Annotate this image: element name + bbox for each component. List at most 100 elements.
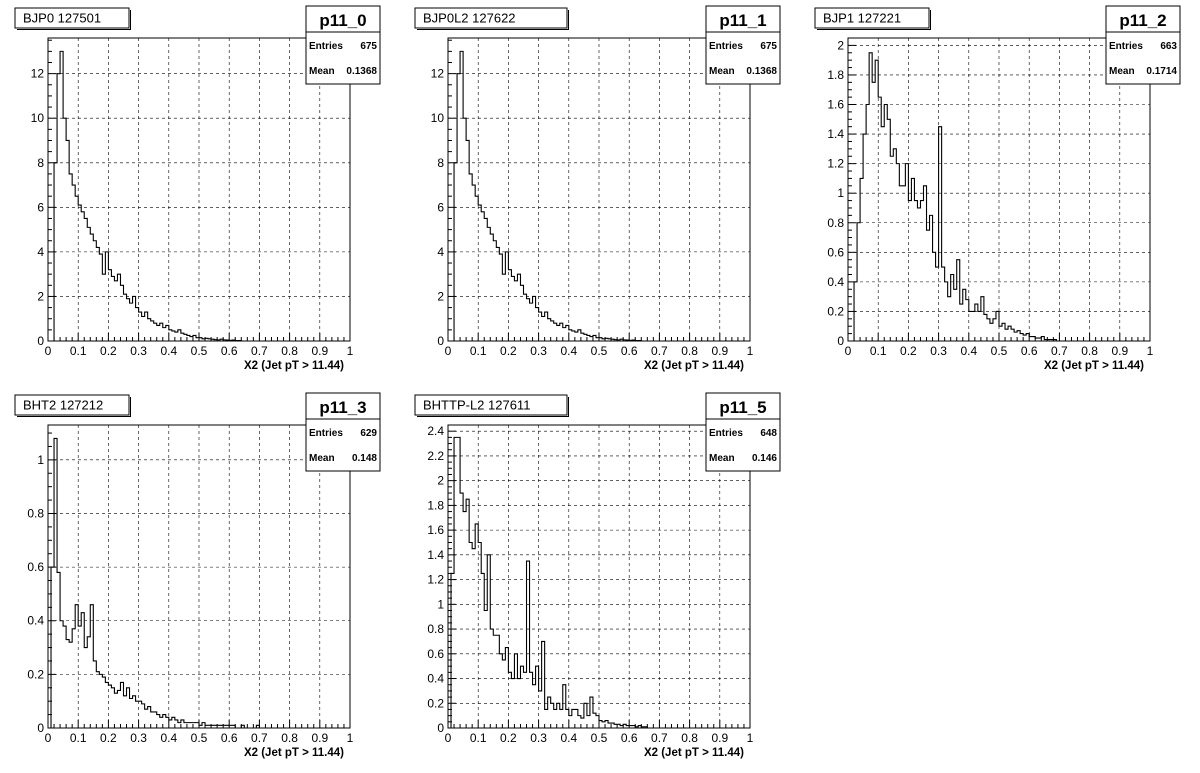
x-tick-label: 0.8 [681,344,698,358]
y-tick-label: 0.6 [827,245,844,259]
stats-value: 629 [360,428,377,439]
x-tick-label: 0.4 [960,344,977,358]
x-tick-label: 0.6 [221,344,238,358]
y-tick-label: 0 [437,721,444,735]
y-tick-label: 1 [837,186,844,200]
y-tick-label: 0 [437,334,444,348]
y-tick-label: 1.4 [827,127,844,141]
x-tick-label: 1 [747,731,754,745]
y-tick-label: 6 [37,200,44,214]
x-axis-label: X2 (Jet pT > 11.44) [644,747,744,759]
y-tick-label: 2.4 [427,424,444,438]
x-tick-label: 0.3 [530,344,547,358]
x-tick-label: 0.1 [870,344,887,358]
x-tick-label: 0.6 [621,344,638,358]
y-tick-label: 8 [437,156,444,170]
y-tick-label: 1 [437,597,444,611]
x-tick-label: 0.8 [681,731,698,745]
stats-value: 0.148 [352,453,377,464]
stats-value: 675 [360,41,377,52]
stats-label: Entries [709,41,743,52]
x-tick-label: 1 [347,731,354,745]
x-axis-label: X2 (Jet pT > 11.44) [1044,360,1144,372]
stats-label: Mean [309,66,335,77]
y-tick-label: 2 [37,289,44,303]
x-tick-label: 0.3 [130,731,147,745]
stats-name: p11_3 [319,398,366,417]
stats-box [705,392,781,472]
stats-name: p11_5 [719,398,766,417]
x-tick-label: 0.1 [470,731,487,745]
x-tick-label: 0.5 [591,731,608,745]
x-axis-label: X2 (Jet pT > 11.44) [644,360,744,372]
histogram-panel: 0 0.1 0.2 0.3 0.4 0.5 0.6 0.7 0.8 0.9 1 0 0.2 0.4 0.6 0… [14,392,381,759]
y-tick-label: 2.2 [427,449,444,463]
x-tick-label: 0.1 [470,344,487,358]
y-tick-label: 0.2 [27,667,44,681]
stats-label: Mean [1109,66,1135,77]
x-tick-label: 0.2 [500,731,517,745]
x-tick-label: 0.7 [251,344,268,358]
y-tick-label: 1.2 [427,573,444,587]
x-tick-label: 1 [347,344,354,358]
x-tick-label: 0.8 [281,731,298,745]
stats-label: Entries [309,428,343,439]
y-tick-label: 12 [431,67,445,81]
y-tick-label: 0 [837,334,844,348]
stats-box [1105,5,1181,85]
y-tick-label: 10 [431,111,445,125]
x-tick-label: 0.2 [900,344,917,358]
x-tick-label: 0.8 [281,344,298,358]
y-tick-label: 0.4 [27,614,44,628]
stats-box [305,392,381,472]
stats-name: p11_1 [719,11,766,30]
x-tick-label: 0.2 [100,731,117,745]
y-tick-label: 1.6 [827,98,844,112]
x-axis-label: X2 (Jet pT > 11.44) [244,360,344,372]
y-tick-label: 4 [37,245,44,259]
x-tick-label: 0.5 [191,344,208,358]
x-tick-label: 0.6 [221,731,238,745]
x-tick-label: 0.2 [500,344,517,358]
title-box [14,394,130,416]
stats-value: 0.1368 [346,66,377,77]
y-tick-label: 0.8 [427,622,444,636]
y-tick-label: 0.2 [827,304,844,318]
y-tick-label: 0.6 [27,560,44,574]
stats-label: Entries [709,428,743,439]
y-tick-label: 0 [37,334,44,348]
y-tick-label: 0.8 [27,506,44,520]
title-box [414,7,568,29]
stats-name: p11_0 [319,11,366,30]
x-tick-label: 0.7 [651,344,668,358]
x-tick-label: 0.3 [530,731,547,745]
chart-title: BJP1 127221 [823,11,901,26]
stats-value: 663 [1160,41,1177,52]
y-tick-label: 2 [437,289,444,303]
x-tick-label: 0.5 [591,344,608,358]
y-tick-label: 1.8 [827,68,844,82]
x-tick-label: 0.8 [1081,344,1098,358]
y-tick-label: 10 [31,111,45,125]
x-tick-label: 0.9 [1111,344,1128,358]
x-tick-label: 0.4 [560,344,577,358]
stats-box [705,5,781,85]
chart-title: BHT2 127212 [23,398,103,413]
y-tick-label: 2 [437,474,444,488]
x-tick-label: 0.7 [651,731,668,745]
x-tick-label: 0.5 [991,344,1008,358]
x-tick-label: 0.6 [1021,344,1038,358]
stats-value: 648 [760,428,777,439]
histogram-panel: 0 0.1 0.2 0.3 0.4 0.5 0.6 0.7 0.8 0.9 1 0 0.2 0.4 0.6 0… [414,392,781,759]
stats-label: Entries [309,41,343,52]
histogram-panel: 0 0.1 0.2 0.3 0.4 0.5 0.6 0.7 0.8 0.9 1024681012X2… [14,5,381,372]
x-tick-label: 1 [1147,344,1154,358]
y-tick-label: 1.4 [427,548,444,562]
y-tick-label: 1 [37,453,44,467]
y-tick-label: 4 [437,245,444,259]
y-tick-label: 0.8 [827,216,844,230]
stats-value: 0.146 [752,453,777,464]
y-tick-label: 8 [37,156,44,170]
stats-value: 0.1714 [1146,66,1177,77]
